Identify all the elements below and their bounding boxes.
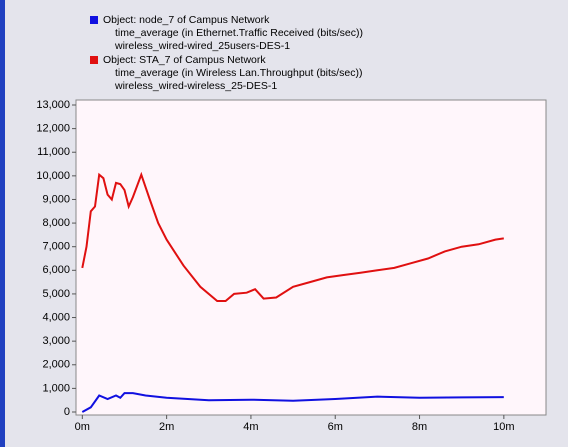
legend-detail: time_average (in Wireless Lan.Throughput…: [115, 67, 362, 79]
y-tick-label: 13,000: [36, 99, 70, 111]
legend-swatch: [90, 56, 98, 64]
y-tick-label: 3,000: [42, 335, 70, 347]
y-tick-label: 1,000: [42, 382, 70, 394]
legend-detail: wireless_wired-wired_25users-DES-1: [114, 40, 290, 52]
series-line: [81, 392, 504, 413]
x-tick-label: 0m: [75, 421, 90, 433]
legend-detail: time_average (in Ethernet.Traffic Receiv…: [115, 27, 363, 39]
legend-label: Object: STA_7 of Campus Network: [103, 54, 266, 66]
legend-label: Object: node_7 of Campus Network: [103, 14, 270, 26]
legend-swatch: [90, 16, 98, 24]
x-tick-label: 8m: [412, 421, 427, 433]
x-tick-label: 4m: [243, 421, 258, 433]
y-tick-label: 6,000: [42, 264, 70, 276]
y-tick-label: 8,000: [42, 217, 70, 229]
y-tick-label: 5,000: [42, 288, 70, 300]
y-tick-label: 12,000: [36, 123, 70, 135]
series-line: [81, 171, 504, 302]
x-tick-label: 6m: [328, 421, 343, 433]
y-tick-label: 7,000: [42, 241, 70, 253]
legend-detail: wireless_wired-wireless_25-DES-1: [114, 80, 277, 92]
y-tick-label: 2,000: [42, 359, 70, 371]
window-edge: [0, 0, 5, 447]
y-tick-label: 10,000: [36, 170, 70, 182]
y-tick-label: 11,000: [37, 146, 70, 158]
y-tick-label: 0: [64, 406, 70, 418]
plot-area: [75, 99, 547, 416]
x-tick-label: 2m: [159, 421, 174, 433]
x-tick-label: 10m: [493, 421, 514, 433]
y-tick-label: 4,000: [42, 311, 70, 323]
y-tick-label: 9,000: [42, 193, 70, 205]
